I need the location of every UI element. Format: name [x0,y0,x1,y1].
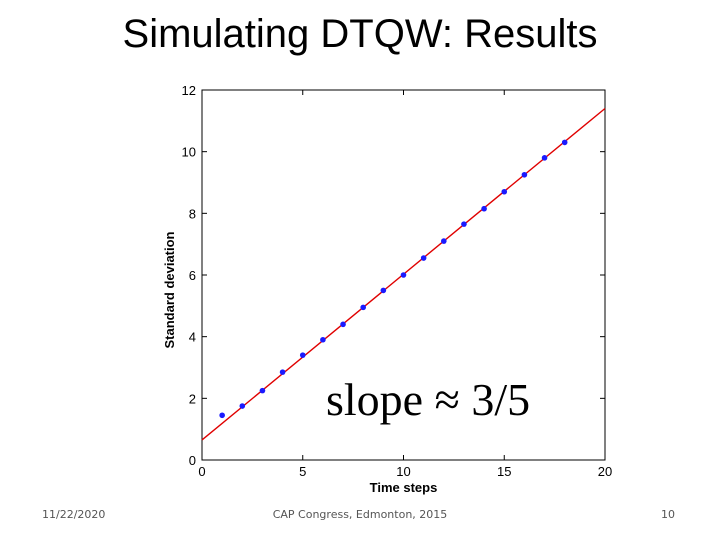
x-tick-label: 15 [497,464,511,479]
data-point [561,139,568,146]
footer-date: 11/22/2020 [42,508,106,521]
data-point [521,171,528,178]
data-point [501,188,508,195]
y-axis-label: Standard deviation [162,231,177,348]
data-point [279,369,286,375]
data-point [340,321,346,328]
y-tick-label: 2 [189,391,196,406]
data-point [360,304,366,311]
scatter-chart: 0 5 10 15 20 0 2 4 6 8 10 12 Time steps Standard de… [162,83,612,495]
x-tick-label: 20 [598,464,612,479]
x-axis-label: Time steps [370,480,438,495]
slope-annotation: slope ≈ 3/5 [326,374,530,425]
x-tick-label: 10 [396,464,410,479]
data-point [420,255,427,261]
y-tick-label: 4 [189,330,196,345]
slide-title: Simulating DTQW: Results [122,12,598,56]
data-point [320,336,326,343]
data-point [219,412,225,419]
data-point [299,352,306,358]
data-point [239,403,246,409]
data-point [461,221,467,227]
x-tick-label: 5 [299,464,306,479]
y-tick-label: 8 [189,206,196,221]
data-point [541,155,548,161]
x-tick-label: 0 [198,464,205,479]
y-tick-label: 0 [189,453,196,468]
y-tick-label: 10 [182,145,196,160]
data-point [380,287,387,294]
data-point [481,205,487,212]
data-point [259,387,266,394]
page-number: 10 [661,508,675,521]
footer-event: CAP Congress, Edmonton, 2015 [272,508,448,521]
data-point [441,238,447,244]
y-tick-label: 12 [182,83,196,98]
y-tick-label: 6 [189,268,196,283]
data-point [400,272,407,278]
